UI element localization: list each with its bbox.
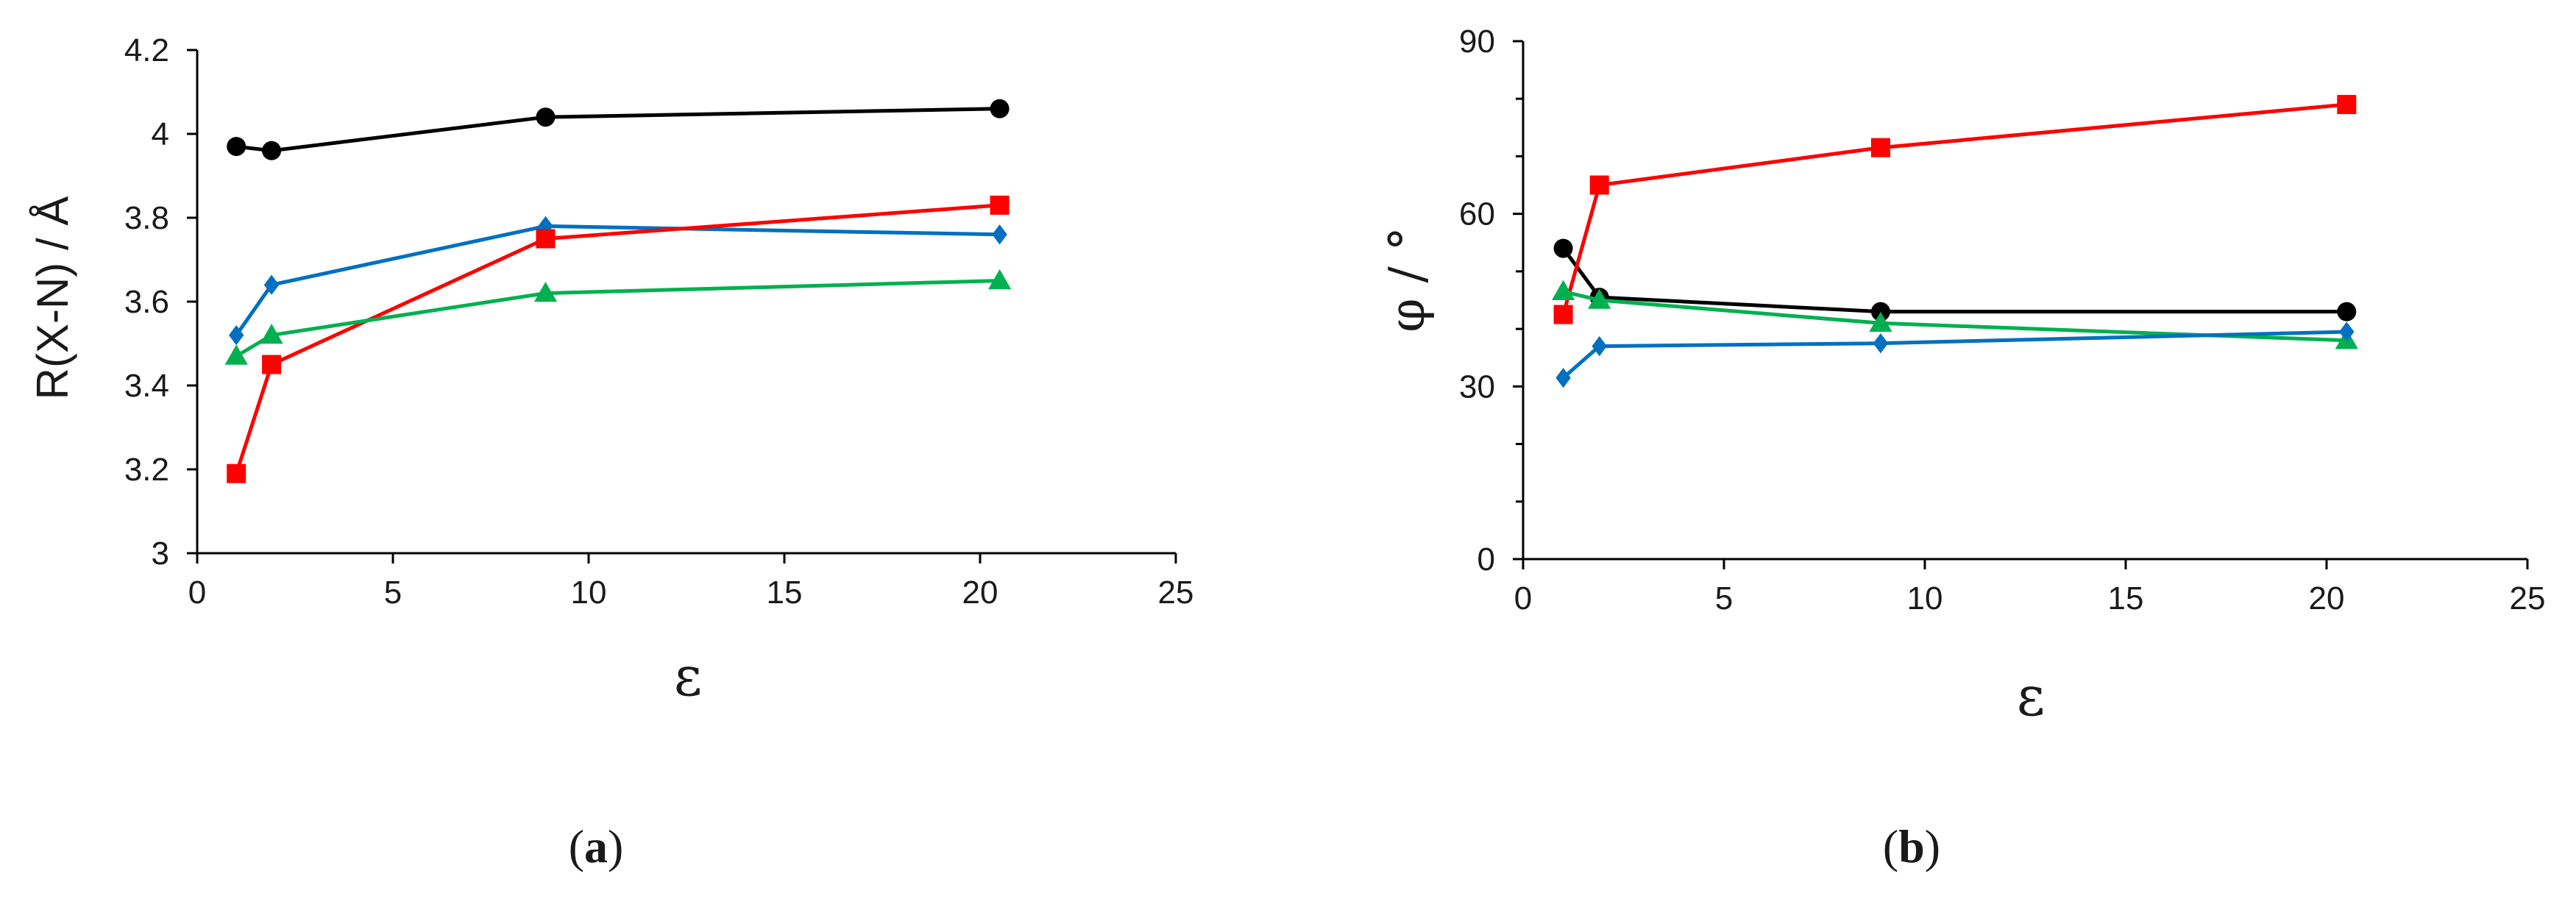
data-point-black-a xyxy=(536,107,556,127)
data-point-black-b xyxy=(2337,302,2357,321)
x-tick-label-a: 5 xyxy=(384,575,402,611)
data-point-green-b xyxy=(1869,311,1892,332)
y-tick-label-a: 3 xyxy=(152,536,169,572)
data-point-black-a xyxy=(262,141,282,160)
chart-panel-b: 0 5 10 15 20 25 0 30 60 90 φ / ° ε (b) xyxy=(1379,24,2545,872)
series-line-green-b xyxy=(1563,289,2347,343)
y-tick-label-a: 4.2 xyxy=(124,32,169,68)
series-line-red-b xyxy=(1561,102,2347,316)
series-line-blue-b xyxy=(1561,330,2347,380)
x-tick-label-b: 5 xyxy=(1715,580,1733,616)
data-point-blue-a xyxy=(992,224,1007,245)
y-tick-label-a: 3.6 xyxy=(124,284,169,320)
series-a xyxy=(224,99,1012,483)
y-tick-label-b: 0 xyxy=(1477,541,1495,577)
x-tick-label-b: 15 xyxy=(2108,580,2144,616)
x-axis-label-a: ε xyxy=(674,645,702,708)
x-tick-label-b: 0 xyxy=(1514,580,1532,616)
y-tick-label-b: 60 xyxy=(1459,196,1495,232)
data-point-black-a xyxy=(990,99,1010,118)
series-line-black-a xyxy=(235,107,1000,153)
data-point-red-a xyxy=(990,195,1010,215)
x-tick-label-b: 20 xyxy=(2309,580,2345,616)
data-point-green-a xyxy=(533,282,558,302)
panel-label-a: (a) xyxy=(569,820,624,872)
data-point-blue-b xyxy=(1555,367,1571,388)
x-tick-label-a: 25 xyxy=(1158,575,1194,611)
ticks-a: 0 5 10 15 20 25 3 3.2 3.4 3.6 3.8 4 4.2 xyxy=(124,32,1194,611)
y-tick-label-a: 3.4 xyxy=(124,368,169,404)
y-axis-label-a: R(X-N) / Å xyxy=(28,196,77,400)
series-line-black-b xyxy=(1561,247,2347,314)
x-tick-label-a: 0 xyxy=(188,575,206,611)
x-axis-label-b: ε xyxy=(2017,665,2045,728)
data-point-blue-b xyxy=(1592,335,1607,357)
data-point-green-b xyxy=(1588,288,1611,309)
data-point-red-b xyxy=(1870,138,1890,157)
axes-a xyxy=(196,50,1176,555)
series-line-green-a xyxy=(235,279,1000,358)
data-point-green-a xyxy=(260,324,283,344)
chart-panel-a: 0 5 10 15 20 25 3 3.2 3.4 3.6 3.8 4 4.2 R(X-N) / Å ε… xyxy=(28,32,1193,872)
y-tick-label-b: 30 xyxy=(1459,369,1495,405)
data-point-blue-a xyxy=(263,274,280,295)
x-tick-label-b: 10 xyxy=(1907,580,1943,616)
data-point-red-a xyxy=(227,463,246,483)
data-point-black-a xyxy=(227,137,246,157)
series-line-blue-a xyxy=(235,224,1000,337)
panel-label-b: (b) xyxy=(1883,820,1940,872)
y-tick-label-a: 3.2 xyxy=(124,452,169,488)
data-point-blue-b xyxy=(2339,321,2355,342)
series-b xyxy=(1552,95,2358,388)
data-point-red-b xyxy=(1589,175,1609,195)
y-axis-label-b: φ / ° xyxy=(1379,227,1436,332)
data-point-green-a xyxy=(988,269,1012,290)
data-point-black-b xyxy=(1553,238,1573,258)
x-tick-label-a: 10 xyxy=(571,575,607,611)
y-tick-label-b: 90 xyxy=(1459,24,1495,60)
data-point-green-a xyxy=(224,344,248,365)
data-point-black-b xyxy=(1870,302,1890,321)
data-point-green-b xyxy=(1552,280,1575,300)
data-point-blue-a xyxy=(228,324,244,346)
ticks-b: 0 5 10 15 20 25 0 30 60 90 xyxy=(1459,24,2545,616)
y-tick-label-a: 4 xyxy=(152,116,169,152)
series-line-red-a xyxy=(234,203,1000,474)
data-point-red-b xyxy=(1553,305,1573,324)
data-point-red-b xyxy=(2337,95,2357,115)
data-point-red-a xyxy=(536,229,556,249)
data-point-red-a xyxy=(262,355,282,374)
y-tick-label-a: 3.8 xyxy=(124,200,169,236)
data-point-blue-b xyxy=(1873,333,1889,354)
axes-b xyxy=(1522,41,2527,561)
x-tick-label-b: 25 xyxy=(2510,580,2546,616)
x-tick-label-a: 15 xyxy=(767,575,803,611)
x-tick-label-a: 20 xyxy=(962,575,998,611)
